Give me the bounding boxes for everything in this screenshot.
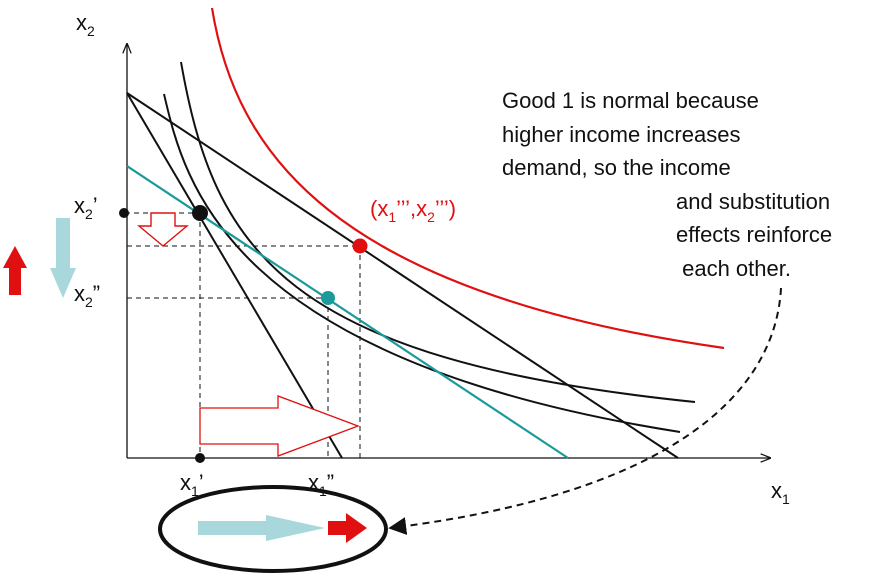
- x2-double-prime-label: x2”: [74, 281, 101, 310]
- note-line: Good 1 is normal because: [502, 88, 759, 113]
- effects-summary-ellipse: [158, 485, 388, 573]
- x1-prime-label: x1’: [180, 470, 204, 499]
- explanation-note: Good 1 is normal because higher income i…: [500, 84, 860, 285]
- indifference-curve-high: [210, 7, 725, 350]
- budget-line-new: [126, 92, 679, 459]
- new-bundle-point: [352, 238, 368, 254]
- budget-line-original: [126, 92, 343, 459]
- compensated-bundle-point: [321, 291, 335, 305]
- red-up-arrow-icon: [3, 246, 27, 295]
- new-bundle-label: (x1’’’,x2’’’): [370, 196, 457, 225]
- note-line: higher income increases: [502, 121, 741, 147]
- note-line: and substitution: [676, 188, 831, 214]
- x2-prime-label: x2’: [74, 193, 98, 222]
- x1-double-prime-label: x1”: [308, 470, 335, 499]
- y-axis-label: x2: [76, 10, 95, 39]
- income-effect-down-arrow-icon: [137, 212, 189, 247]
- note-line: demand, so the income: [502, 155, 731, 180]
- income-effect-right-arrow-icon: [199, 395, 360, 457]
- indifference-curve-low: [163, 93, 681, 433]
- x2-prime-tick-dot: [119, 208, 129, 218]
- substitution-effect-arrow-icon: [198, 515, 325, 541]
- x-axis-label: x1: [771, 478, 790, 507]
- dashed-curved-arrow-icon: [388, 287, 782, 535]
- lightblue-down-arrow-icon: [50, 218, 76, 298]
- original-bundle-point: [192, 205, 208, 221]
- note-line: effects reinforce: [676, 222, 833, 247]
- x1-prime-tick-dot: [195, 453, 205, 463]
- income-effect-arrow-icon: [328, 513, 367, 543]
- note-line: each other.: [676, 255, 791, 281]
- indifference-curve-mid: [180, 61, 696, 403]
